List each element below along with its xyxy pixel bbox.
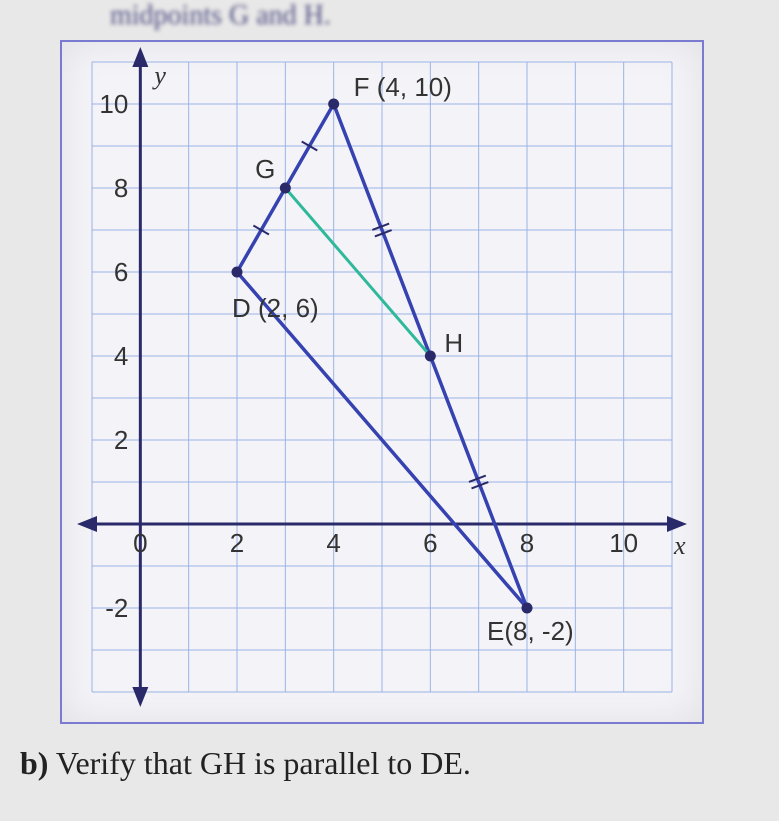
coordinate-chart: 0 2 4 6 8 10 -2 2 4 6 8 10 y x F (4, 10) G D (2, 6) H E(8,… [60,40,704,724]
svg-text:4: 4 [114,341,128,371]
svg-text:2: 2 [114,425,128,455]
svg-text:8: 8 [520,528,534,558]
chart-svg: 0 2 4 6 8 10 -2 2 4 6 8 10 y x F (4, 10) G D (2, 6) H E(8,… [62,42,702,722]
top-cropped-text: midpoints G and H. [110,0,331,32]
svg-text:F (4, 10): F (4, 10) [354,72,452,102]
svg-text:8: 8 [114,173,128,203]
svg-text:6: 6 [423,528,437,558]
svg-text:G: G [255,154,275,184]
svg-text:x: x [673,531,686,560]
svg-text:4: 4 [326,528,340,558]
svg-text:y: y [151,61,166,90]
svg-text:H: H [444,328,463,358]
question-body: Verify that GH is parallel to DE. [56,745,471,781]
svg-text:D (2, 6): D (2, 6) [232,293,319,323]
svg-text:E(8, -2): E(8, -2) [487,616,574,646]
question-text: b) Verify that GH is parallel to DE. [20,745,471,782]
svg-text:2: 2 [230,528,244,558]
question-label: b) [20,745,48,781]
page: midpoints G and H. 0 2 4 6 8 10 -2 2 4 6 8 10 y x F (4… [0,0,779,821]
svg-text:0: 0 [133,528,147,558]
svg-text:10: 10 [609,528,638,558]
svg-text:10: 10 [99,89,128,119]
svg-text:6: 6 [114,257,128,287]
svg-text:-2: -2 [105,593,128,623]
